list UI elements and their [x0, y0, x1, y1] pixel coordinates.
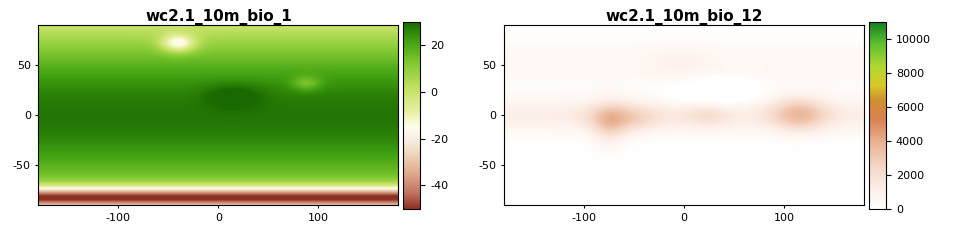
Title: wc2.1_10m_bio_1: wc2.1_10m_bio_1 [145, 9, 292, 25]
Title: wc2.1_10m_bio_12: wc2.1_10m_bio_12 [605, 9, 763, 25]
